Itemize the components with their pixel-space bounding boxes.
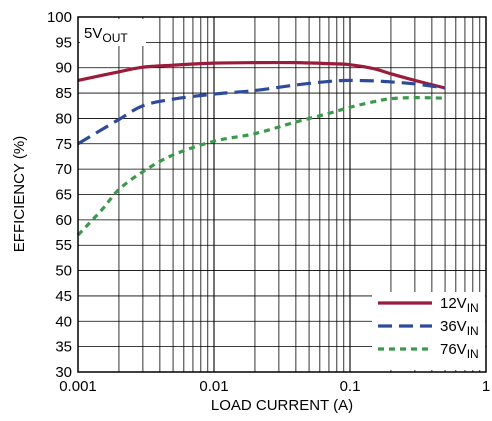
y-axis-label: EFFICIENCY (%)	[11, 136, 28, 252]
series-line-12v	[77, 60, 446, 90]
y-tick-label: 95	[55, 34, 72, 51]
legend-label-76v: 76VIN	[440, 341, 479, 361]
y-tick-label: 40	[55, 313, 72, 330]
title-main: 5V	[84, 25, 102, 42]
y-tick-label: 55	[55, 237, 72, 254]
legend-background	[372, 292, 485, 370]
x-axis-label: LOAD CURRENT (A)	[211, 397, 353, 414]
x-tick-label: 1	[482, 378, 490, 395]
y-tick-label: 100	[47, 9, 72, 26]
y-tick-label: 80	[55, 110, 72, 127]
y-tick-label: 85	[55, 85, 72, 102]
series-line-76v	[76, 96, 446, 237]
y-tick-label: 75	[55, 136, 72, 153]
legend: 12VIN 36VIN 76VIN	[372, 292, 485, 370]
y-tick-label: 90	[55, 60, 72, 77]
title-box-text: 5VOUT	[84, 25, 128, 45]
x-tick-label: 0.01	[199, 378, 228, 395]
chart-ticks: 30 35 40 45 50 55 60 65 70 75 80 85 90 95 100 0.001 0.01…	[47, 9, 490, 395]
title-box-background	[80, 19, 146, 46]
legend-label-36v: 36VIN	[440, 318, 479, 338]
series-line-36v	[77, 78, 446, 146]
title-box: 5VOUT	[80, 19, 146, 46]
x-tick-label: 0.1	[340, 378, 361, 395]
y-tick-label: 60	[55, 212, 72, 229]
y-tick-label: 65	[55, 187, 72, 204]
y-tick-label: 45	[55, 288, 72, 305]
y-tick-label: 30	[55, 364, 72, 381]
x-tick-label: 0.001	[59, 378, 97, 395]
legend-label-12v: 12VIN	[440, 295, 479, 315]
y-tick-label: 35	[55, 339, 72, 356]
chart-series	[76, 60, 446, 237]
y-tick-label: 50	[55, 263, 72, 280]
y-tick-label: 70	[55, 161, 72, 178]
plot-frame	[77, 16, 487, 373]
title-sub: OUT	[102, 31, 128, 45]
